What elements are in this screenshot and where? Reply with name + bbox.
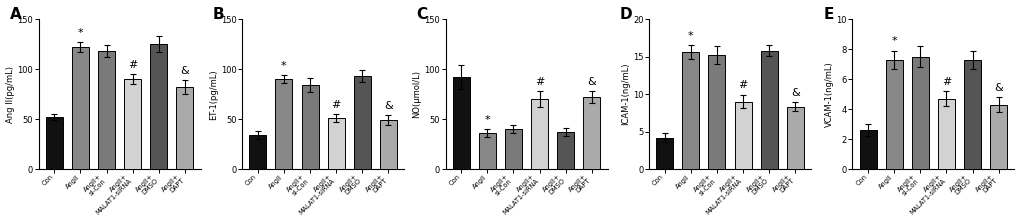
Bar xyxy=(937,99,954,169)
Bar xyxy=(379,120,396,169)
Bar xyxy=(786,107,803,169)
Text: B: B xyxy=(213,7,224,22)
Bar xyxy=(884,60,902,169)
Bar xyxy=(583,97,600,169)
Bar xyxy=(760,51,776,169)
Bar xyxy=(176,87,194,169)
Text: #: # xyxy=(941,77,951,87)
Y-axis label: Ang II(pg/mL): Ang II(pg/mL) xyxy=(5,66,14,123)
Bar xyxy=(275,79,292,169)
Bar xyxy=(531,99,547,169)
Bar xyxy=(327,118,344,169)
Text: &: & xyxy=(790,88,799,98)
Text: #: # xyxy=(128,60,138,70)
Text: *: * xyxy=(484,115,490,125)
Bar xyxy=(249,135,266,169)
Text: *: * xyxy=(281,61,286,71)
Bar xyxy=(98,51,115,169)
Bar xyxy=(452,77,469,169)
Y-axis label: VCAM-1(ng/mL): VCAM-1(ng/mL) xyxy=(823,61,833,127)
Text: C: C xyxy=(416,7,427,22)
Text: #: # xyxy=(331,100,340,110)
Bar xyxy=(150,44,167,169)
Bar xyxy=(46,117,63,169)
Y-axis label: NO(μmol/L): NO(μmol/L) xyxy=(412,70,421,118)
Text: #: # xyxy=(534,77,544,87)
Bar xyxy=(556,132,574,169)
Text: &: & xyxy=(994,83,1002,93)
Bar xyxy=(478,133,495,169)
Y-axis label: ICAM-1(ng/mL): ICAM-1(ng/mL) xyxy=(621,63,630,126)
Text: &: & xyxy=(180,66,190,76)
Text: *: * xyxy=(687,31,693,41)
Text: D: D xyxy=(620,7,632,22)
Bar xyxy=(504,129,522,169)
Bar xyxy=(302,85,318,169)
Bar xyxy=(708,55,725,169)
Bar xyxy=(354,76,371,169)
Text: &: & xyxy=(384,101,392,111)
Text: #: # xyxy=(738,80,747,90)
Text: *: * xyxy=(77,28,84,38)
Text: A: A xyxy=(9,7,21,22)
Bar xyxy=(859,130,875,169)
Bar xyxy=(734,102,751,169)
Text: &: & xyxy=(587,77,596,87)
Bar xyxy=(963,60,980,169)
Y-axis label: ET-1(pg/mL): ET-1(pg/mL) xyxy=(209,69,218,120)
Bar xyxy=(124,79,141,169)
Text: E: E xyxy=(822,7,833,22)
Bar xyxy=(655,138,673,169)
Bar xyxy=(72,47,89,169)
Bar xyxy=(989,105,1007,169)
Text: *: * xyxy=(891,36,896,46)
Bar xyxy=(911,57,928,169)
Bar xyxy=(682,52,699,169)
